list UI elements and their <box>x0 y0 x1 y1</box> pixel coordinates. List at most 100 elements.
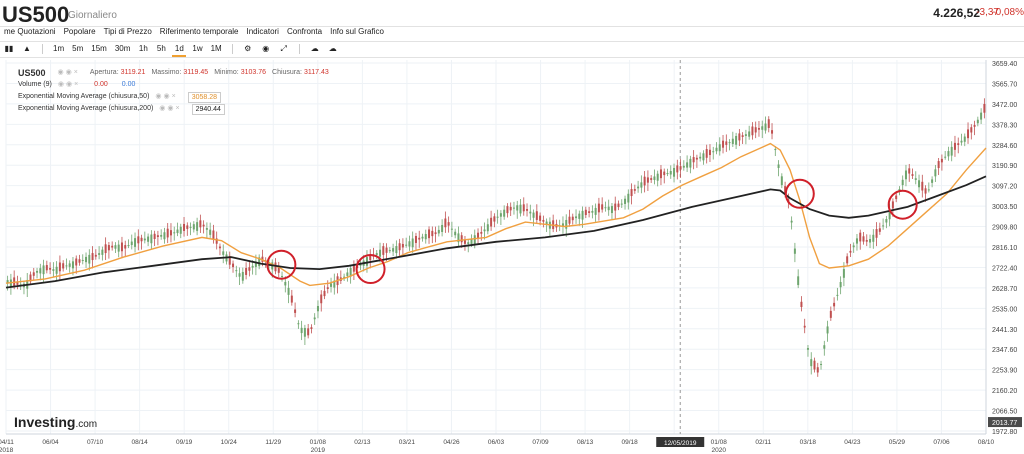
candle-body <box>323 290 326 297</box>
menu-time-frame[interactable]: Riferimento temporale <box>159 27 239 36</box>
ema50-row: Exponential Moving Average (chiusura,50)… <box>18 91 331 103</box>
candle-body <box>98 253 101 255</box>
ema200-row: Exponential Moving Average (chiusura,200… <box>18 103 331 115</box>
interval-1d-button[interactable]: 1d <box>172 44 187 57</box>
menu-chart-info[interactable]: Info sul Grafico <box>330 27 384 36</box>
candlestick-icon[interactable]: ▮▮ <box>4 44 14 53</box>
candle-body <box>797 276 800 286</box>
ema200-line <box>5 175 987 289</box>
interval-15m-button[interactable]: 15m <box>91 44 107 53</box>
candle-body <box>810 359 813 367</box>
x-tick-label: 01/08 <box>711 439 728 446</box>
candle-body <box>771 130 774 134</box>
candle-body <box>597 203 600 213</box>
cloud-upload-icon[interactable]: ☁ <box>310 44 319 53</box>
candle-body <box>192 224 195 230</box>
highlight-circle <box>784 178 815 209</box>
candle-body <box>957 143 960 145</box>
candle-body <box>62 263 65 269</box>
interval-5h-button[interactable]: 5h <box>156 44 166 53</box>
candle-body <box>653 176 656 180</box>
low-value: 3103.76 <box>240 69 267 76</box>
price-marker-box <box>988 417 1022 428</box>
candle-body <box>104 244 107 254</box>
mountain-chart-icon[interactable]: ▲ <box>23 44 31 53</box>
x-tick-year: 2018 <box>0 447 14 454</box>
candle-body <box>503 209 506 217</box>
fullscreen-icon[interactable]: ⤢ <box>280 44 287 53</box>
interval-5m-button[interactable]: 5m <box>72 44 84 53</box>
candle-body <box>633 189 636 191</box>
interval-1m-button[interactable]: 1m <box>53 44 65 53</box>
candle-body <box>855 238 858 244</box>
candle-body <box>940 158 943 163</box>
candle-body <box>637 186 640 189</box>
x-tick-label: 08/13 <box>577 439 594 446</box>
x-tick-label: 03/21 <box>399 439 416 446</box>
candle-body <box>715 147 718 152</box>
candle-body <box>470 238 473 244</box>
candle-body <box>75 258 78 266</box>
y-tick-label: 3378.30 <box>992 122 1017 129</box>
interval-1M-button[interactable]: 1M <box>210 44 222 53</box>
candle-body <box>405 244 408 246</box>
candle-body <box>163 232 166 240</box>
candle-body <box>421 236 424 239</box>
candle-body <box>565 219 568 229</box>
candle-body <box>418 237 421 240</box>
interval-1w-button[interactable]: 1w <box>192 44 203 53</box>
cloud-download-icon[interactable]: ☁ <box>328 44 337 53</box>
menu-price-types[interactable]: Tipi di Prezzo <box>103 27 152 36</box>
candle-body <box>627 193 630 203</box>
candle-body <box>307 328 310 336</box>
y-tick-label: 2816.10 <box>992 245 1017 252</box>
candle-body <box>395 246 398 254</box>
legend-controls-icon[interactable]: ◉◉× <box>57 69 80 76</box>
candle-body <box>16 281 19 285</box>
ema50-controls-icon[interactable]: ◉◉× <box>155 93 178 100</box>
candle-body <box>777 164 780 168</box>
y-tick-label: 2347.60 <box>992 347 1017 354</box>
volume-controls-icon[interactable]: ◉◉× <box>57 81 81 88</box>
settings-gear-icon[interactable]: ⚙ <box>244 44 252 53</box>
candle-body <box>820 363 823 365</box>
crosshair-date-label: 12/05/2019 <box>664 440 697 447</box>
candle-body <box>385 247 388 253</box>
x-tick-label: 04/11 <box>0 439 14 446</box>
x-tick-label: 06/04 <box>42 439 59 446</box>
candle-body <box>431 230 434 237</box>
candle-body <box>904 170 907 180</box>
candle-body <box>401 243 404 248</box>
candle-body <box>669 171 672 175</box>
candle-body <box>137 236 140 244</box>
interval-30m-button[interactable]: 30m <box>114 44 131 53</box>
interval-1h-button[interactable]: 1h <box>138 44 148 53</box>
camera-icon[interactable]: ◉ <box>262 44 270 53</box>
logo-suffix: .com <box>75 419 98 430</box>
candle-body <box>823 345 826 349</box>
menu-quotes[interactable]: me Quotazioni <box>4 27 56 36</box>
candle-body <box>725 141 728 145</box>
candle-body <box>473 235 476 244</box>
candle-body <box>526 209 529 211</box>
candle-body <box>699 156 702 159</box>
candle-body <box>522 204 525 212</box>
ema200-controls-icon[interactable]: ◉◉× <box>159 105 182 112</box>
candle-body <box>101 249 104 255</box>
candle-body <box>630 189 633 197</box>
candle-body <box>241 271 244 281</box>
candle-body <box>45 265 48 271</box>
menu-popular[interactable]: Popolare <box>63 27 96 36</box>
chart-menu: me Quotazioni Popolare Tipi di Prezzo Ri… <box>0 27 388 41</box>
candle-body <box>140 237 143 242</box>
candle-body <box>976 119 979 124</box>
candle-body <box>581 210 584 220</box>
candle-body <box>186 225 189 229</box>
candle-body <box>326 287 329 289</box>
menu-indicators[interactable]: Indicatori <box>246 27 279 36</box>
candle-body <box>650 178 653 180</box>
candle-body <box>365 257 368 266</box>
menu-compare[interactable]: Confronta <box>286 27 323 36</box>
candle-body <box>398 243 401 251</box>
